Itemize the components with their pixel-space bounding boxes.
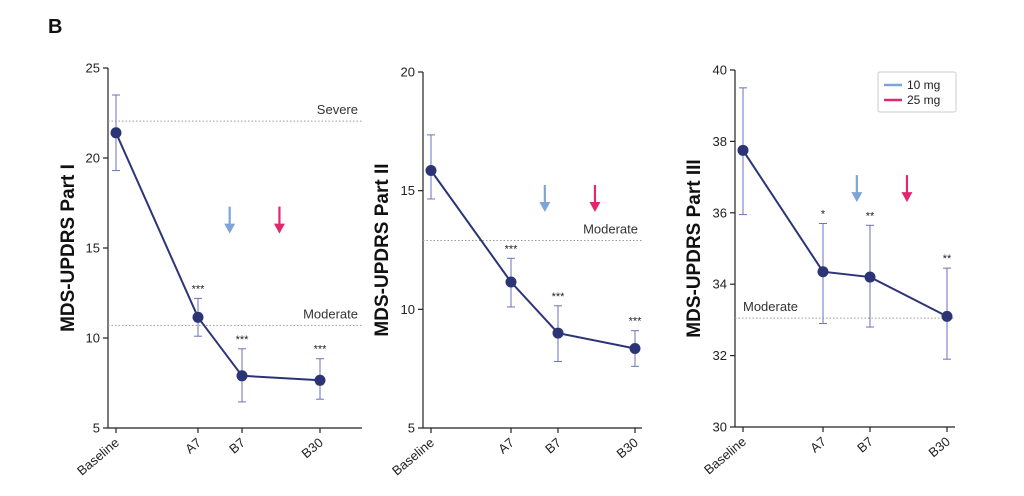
x-tick-label: B7 [854, 434, 876, 456]
x-tick-label: B30 [299, 435, 326, 461]
significance-marker: *** [192, 283, 206, 295]
dose-10mg-arrow-icon [224, 206, 236, 234]
data-point [110, 127, 122, 139]
y-axis-label: MDS-UPDRS Part II [372, 163, 393, 336]
significance-marker: *** [552, 291, 566, 303]
significance-marker: *** [236, 334, 250, 346]
dose-10mg-arrow-icon [539, 185, 551, 213]
arrow-head [851, 192, 863, 203]
dose-25mg-arrow-icon [901, 175, 913, 203]
data-point [864, 271, 876, 283]
series-line [430, 169, 636, 350]
data-point [629, 342, 641, 354]
x-tick-label: Baseline [701, 434, 749, 478]
data-point [817, 266, 829, 278]
y-axis-label: MDS-UPDRS Part III [684, 159, 705, 337]
panel-label: B [48, 16, 63, 38]
data-point [505, 276, 517, 288]
x-tick-label: Baseline [74, 435, 122, 479]
legend-label: 25 mg [907, 93, 940, 107]
arrow-head [539, 202, 551, 213]
y-tick-label: 10 [86, 331, 100, 346]
y-tick-label: 15 [401, 183, 415, 198]
arrow-head [273, 223, 285, 234]
y-tick-label: 5 [408, 421, 415, 436]
y-tick-label: 5 [93, 421, 100, 436]
y-tick-label: 32 [713, 348, 727, 363]
dose-25mg-arrow-icon [589, 185, 601, 213]
data-point [737, 144, 749, 156]
x-tick-label: A7 [182, 435, 204, 457]
data-point [192, 311, 204, 323]
legend-label: 10 mg [907, 78, 940, 92]
y-tick-label: 15 [86, 241, 100, 256]
significance-marker: * [821, 209, 826, 221]
data-point [236, 370, 248, 382]
x-tick-label: Baseline [389, 435, 437, 479]
y-tick-label: 30 [713, 420, 727, 435]
significance-marker: *** [629, 316, 643, 328]
y-tick-label: 38 [713, 134, 727, 149]
significance-marker: *** [314, 344, 328, 356]
data-point [425, 164, 437, 176]
series-line [742, 149, 948, 318]
y-tick-label: 36 [713, 205, 727, 220]
significance-marker: ** [943, 253, 952, 265]
data-point [552, 327, 564, 339]
y-tick-label: 25 [86, 61, 100, 76]
x-tick-label: B7 [226, 435, 248, 457]
y-tick-label: 10 [401, 302, 415, 317]
arrow-head [901, 192, 913, 203]
reference-label: Moderate [583, 222, 638, 237]
chart-mds-updrs-part-3: 30 32 34 36 38 40 Baseline A7 B7 B30 MDS-UPDRS Par… [684, 63, 955, 478]
x-tick-label: B7 [542, 435, 564, 457]
significance-marker: ** [866, 210, 875, 222]
arrow-head [589, 202, 601, 213]
reference-label: Moderate [303, 306, 358, 321]
dose-25mg-arrow-icon [273, 206, 285, 234]
reference-label: Moderate [743, 299, 798, 314]
dose-10mg-arrow-icon [851, 175, 863, 203]
reference-label: Severe [317, 102, 358, 117]
data-point [941, 310, 953, 322]
y-tick-label: 20 [86, 151, 100, 166]
chart-mds-updrs-part-1: 5 10 15 20 25 Baseline A7 B7 B30 MDS-UPDRS Part I… [58, 61, 362, 479]
y-axis-label: MDS-UPDRS Part I [58, 164, 79, 332]
data-point [314, 374, 326, 386]
legend-box [877, 71, 957, 113]
series-line [115, 132, 321, 382]
x-tick-label: A7 [495, 435, 517, 457]
x-tick-label: A7 [807, 434, 829, 456]
y-tick-label: 20 [401, 65, 415, 80]
significance-marker: *** [505, 243, 519, 255]
chart-mds-updrs-part-2: 5 10 15 20 Baseline A7 B7 B30 MDS-UPDRS Part II M… [372, 65, 642, 479]
x-tick-label: B30 [926, 434, 953, 460]
y-tick-label: 34 [713, 277, 727, 292]
arrow-head [224, 223, 236, 234]
y-tick-label: 40 [713, 63, 727, 78]
x-tick-label: B30 [614, 435, 641, 461]
